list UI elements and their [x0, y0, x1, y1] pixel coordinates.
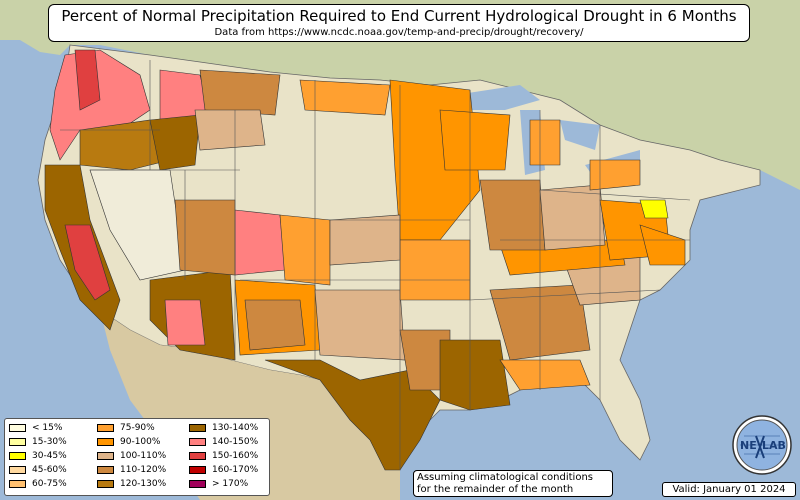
legend-swatch — [9, 424, 26, 432]
legend-label: 110-120% — [120, 465, 167, 475]
map-title: Percent of Normal Precipitation Required… — [61, 7, 737, 25]
legend-swatch — [97, 424, 114, 432]
region-arizona-red — [164, 299, 206, 346]
drought-regions — [44, 49, 686, 471]
legend: < 15% 15-30% 30-45% 45-60% 60-75% 75-90%… — [4, 418, 270, 496]
legend-column-3: 130-140% 140-150% 150-160% 160-170% > 17… — [189, 422, 258, 492]
legend-item: 90-100% — [97, 436, 166, 448]
legend-label: 75-90% — [120, 423, 155, 433]
legend-swatch — [9, 452, 26, 460]
region-illinois-tan — [479, 179, 546, 251]
region-maryland-yellow — [639, 199, 669, 219]
region-colorado-red — [234, 209, 286, 276]
legend-item: 110-120% — [97, 464, 166, 476]
region-west-texas-tan — [314, 289, 406, 361]
legend-label: 140-150% — [212, 437, 259, 447]
legend-item: 75-90% — [97, 422, 166, 434]
canada-land — [0, 0, 800, 190]
note-line-1: Assuming climatological conditions — [417, 472, 593, 483]
region-wisconsin-orange — [439, 109, 511, 171]
region-colorado-orange — [279, 214, 331, 286]
legend-column-1: < 15% 15-30% 30-45% 45-60% 60-75% — [9, 422, 67, 492]
legend-swatch — [189, 438, 206, 446]
legend-item: 15-30% — [9, 436, 67, 448]
legend-swatch — [97, 480, 114, 488]
legend-item: 45-60% — [9, 464, 67, 476]
legend-swatch — [9, 466, 26, 474]
legend-item: 150-160% — [189, 450, 258, 462]
legend-column-2: 75-90% 90-100% 100-110% 110-120% 120-130… — [97, 422, 166, 492]
region-idaho-brown — [149, 114, 201, 171]
legend-label: < 15% — [32, 423, 63, 433]
region-louisiana-brown — [439, 339, 511, 411]
logo-text-left: NE — [740, 439, 757, 452]
state-borders — [60, 60, 691, 470]
map-subtitle: Data from https://www.ncdc.noaa.gov/temp… — [214, 27, 584, 38]
legend-item: > 170% — [189, 478, 258, 490]
region-michigan-orange — [529, 119, 561, 166]
region-california-red — [64, 224, 111, 301]
note-line-2: for the remainder of the month — [417, 484, 574, 495]
legend-label: 30-45% — [32, 451, 67, 461]
region-texas-brown — [264, 359, 441, 471]
legend-label: 60-75% — [32, 479, 67, 489]
valid-date: Valid: January 01 2024 — [662, 482, 796, 497]
region-wa-dark-red — [74, 49, 101, 111]
legend-label: 90-100% — [120, 437, 161, 447]
legend-item: 160-170% — [189, 464, 258, 476]
region-utah-tan — [174, 199, 236, 276]
legend-label: 150-160% — [212, 451, 259, 461]
region-plains-orange — [399, 239, 471, 301]
legend-label: 100-110% — [120, 451, 167, 461]
legend-item: < 15% — [9, 422, 67, 434]
great-lakes — [455, 85, 640, 175]
region-kansas-light — [329, 214, 401, 266]
region-ohio-valley-tan — [539, 184, 606, 251]
region-dakota-orange — [299, 79, 391, 116]
title-box: Percent of Normal Precipitation Required… — [48, 4, 750, 42]
legend-label: 130-140% — [212, 423, 259, 433]
region-wyoming-light — [194, 109, 266, 151]
logo-text-right: LAB — [762, 439, 786, 452]
legend-label: > 170% — [212, 479, 249, 489]
legend-swatch — [97, 438, 114, 446]
legend-item: 140-150% — [189, 436, 258, 448]
region-pennsylvania-orange — [589, 159, 641, 191]
assumption-note: Assuming climatological conditions for t… — [413, 470, 613, 497]
legend-swatch — [189, 466, 206, 474]
legend-item: 120-130% — [97, 478, 166, 490]
legend-swatch — [97, 466, 114, 474]
legend-item: 100-110% — [97, 450, 166, 462]
legend-swatch — [189, 480, 206, 488]
region-nm-tan — [244, 299, 306, 351]
region-gulf-coast-orange — [499, 359, 591, 391]
legend-swatch — [97, 452, 114, 460]
nexlab-logo: NE LAB — [732, 415, 792, 475]
legend-swatch — [9, 480, 26, 488]
region-montana-tan — [199, 69, 281, 116]
legend-swatch — [189, 452, 206, 460]
legend-item: 130-140% — [189, 422, 258, 434]
legend-item: 60-75% — [9, 478, 67, 490]
legend-label: 160-170% — [212, 465, 259, 475]
region-carolina-orange — [639, 224, 686, 266]
legend-item: 30-45% — [9, 450, 67, 462]
legend-swatch — [189, 424, 206, 432]
legend-label: 120-130% — [120, 479, 167, 489]
legend-label: 15-30% — [32, 437, 67, 447]
legend-label: 45-60% — [32, 465, 67, 475]
legend-swatch — [9, 438, 26, 446]
